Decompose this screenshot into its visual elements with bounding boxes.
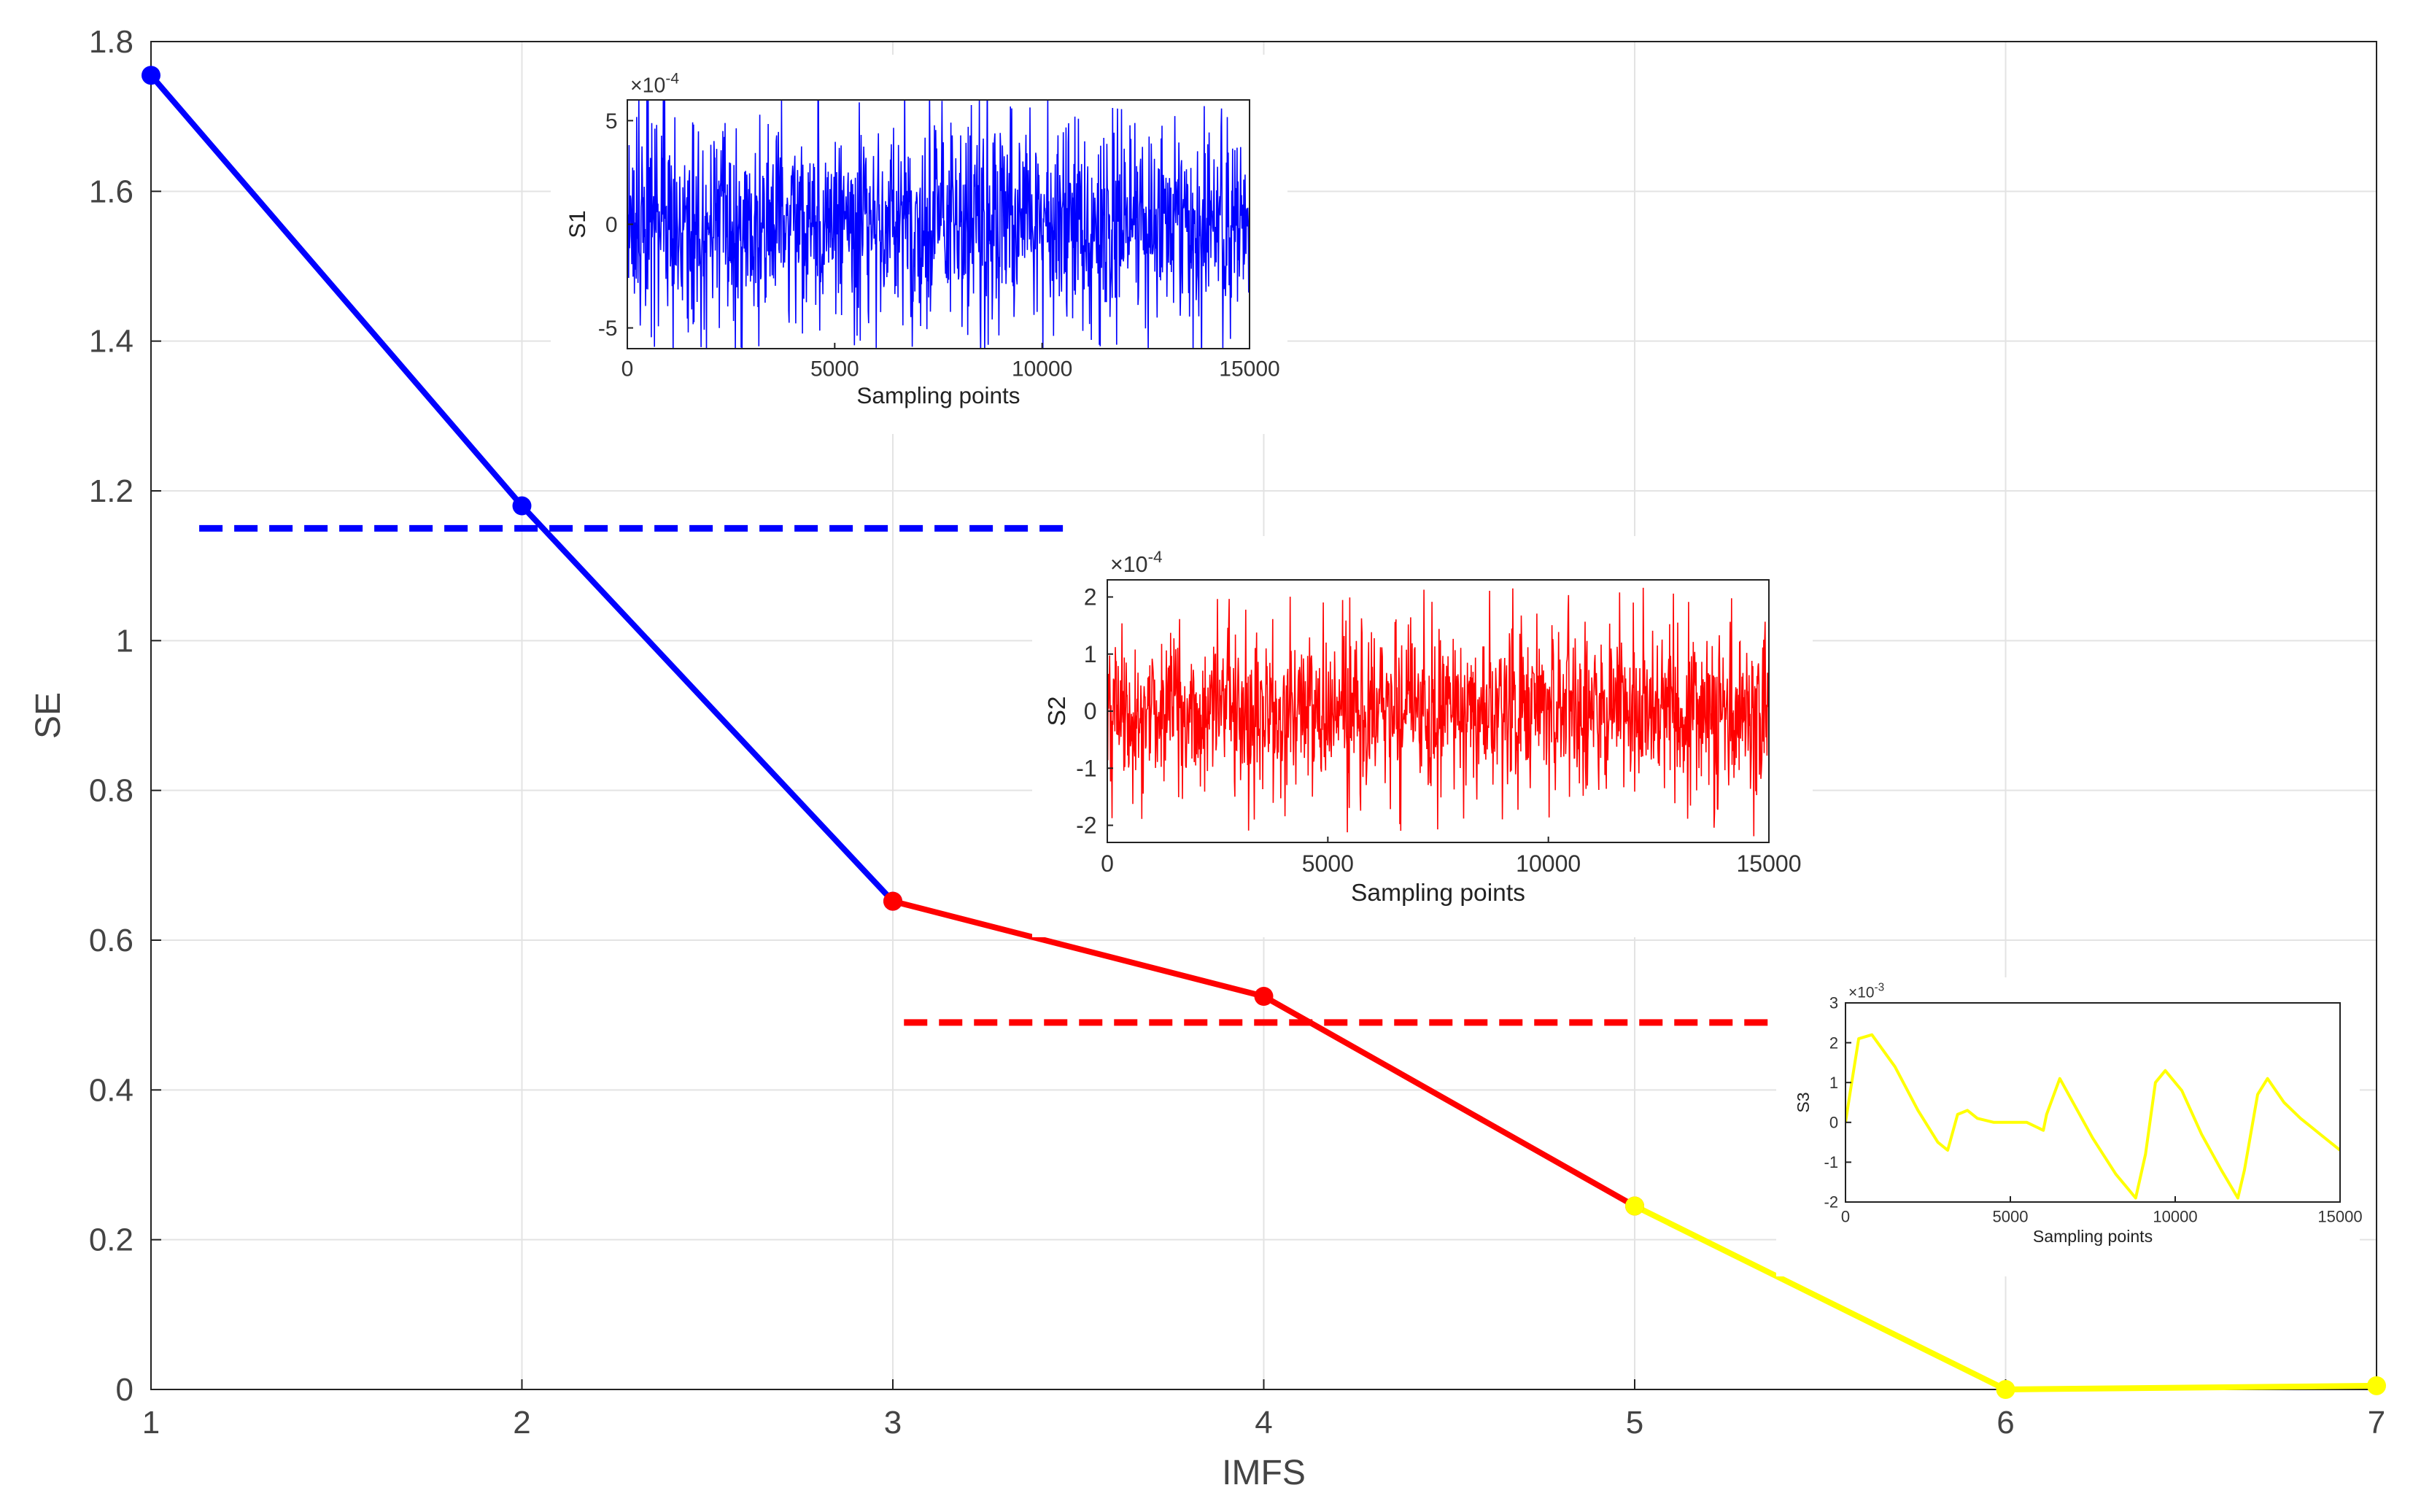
x-tick-label: 4 <box>1255 1405 1272 1441</box>
x-tick-label: 5 <box>1626 1405 1643 1441</box>
x-tick-label: 1 <box>142 1405 160 1441</box>
inset-y-axis-label: S3 <box>1794 1092 1813 1112</box>
x-tick-label: 3 <box>884 1405 902 1441</box>
y-axis-label: SE <box>29 692 68 739</box>
data-point <box>1625 1196 1644 1216</box>
data-point <box>2367 1376 2386 1395</box>
data-point <box>142 66 160 85</box>
inset-background <box>1776 977 2360 1276</box>
inset-y-tick-label: 3 <box>1829 994 1838 1012</box>
data-point <box>1254 987 1274 1006</box>
inset-x-tick-label: 0 <box>621 357 634 381</box>
threshold-lines <box>199 524 1776 1026</box>
main-ticks: 1 2 3 4 5 6 7 0 0.2 0.4 0.6 0.8 1 1.2 1.4 1.6 1.8 <box>89 24 2385 1441</box>
inset-y-tick-label: 2 <box>1084 584 1097 610</box>
y-tick-label: 1.2 <box>89 473 133 509</box>
main-series <box>142 66 2386 1399</box>
y-tick-label: 1.4 <box>89 324 133 360</box>
inset-x-axis-label: Sampling points <box>1351 880 1525 907</box>
inset-y-tick-label: 5 <box>605 109 618 133</box>
inset-x-tick-label: 15000 <box>1219 357 1279 381</box>
inset-x-tick-label: 5000 <box>810 357 859 381</box>
inset-y-tick-label: 1 <box>1084 641 1097 667</box>
inset-x-axis-label: Sampling points <box>2033 1227 2153 1246</box>
inset-y-tick-label: 1 <box>1829 1074 1838 1092</box>
inset-y-tick-label: 0 <box>605 213 618 237</box>
inset-y-axis-label: S2 <box>1044 696 1071 726</box>
inset-x-tick-label: 5000 <box>1302 850 1354 877</box>
inset-y-tick-label: -2 <box>1076 813 1096 839</box>
inset-y-tick-label: 0 <box>1084 698 1097 724</box>
y-tick-label: 0.4 <box>89 1072 133 1108</box>
inset-y-tick-label: -1 <box>1824 1153 1839 1171</box>
inset-x-tick-label: 10000 <box>1516 850 1581 877</box>
y-tick-label: 1.8 <box>89 24 133 60</box>
inset-x-tick-label: 15000 <box>1737 850 1802 877</box>
x-tick-label: 7 <box>2368 1405 2385 1441</box>
inset-x-tick-label: 15000 <box>2317 1208 2362 1226</box>
inset-y-tick-label: -2 <box>1824 1193 1839 1211</box>
inset-y-tick-label: 2 <box>1829 1034 1838 1052</box>
inset-x-tick-label: 0 <box>1101 850 1114 877</box>
inset-signal-line <box>1845 1033 2340 1200</box>
inset-y-axis-label: S1 <box>564 210 590 239</box>
data-point <box>883 891 902 911</box>
inset-frame <box>1845 1002 2341 1203</box>
inset-signal-line <box>627 100 1250 349</box>
inset-y-tick-label: -1 <box>1076 755 1096 781</box>
data-point <box>512 496 532 516</box>
x-tick-label: 6 <box>1996 1405 2014 1441</box>
inset-x-tick-label: 5000 <box>1993 1208 2029 1226</box>
x-axis-label: IMFS <box>1222 1454 1306 1492</box>
y-tick-label: 1.6 <box>89 174 133 209</box>
data-point <box>1996 1380 2015 1399</box>
y-tick-label: 0.6 <box>89 923 133 958</box>
x-tick-label: 2 <box>513 1405 530 1441</box>
inset-y-tick-label: -5 <box>598 317 618 341</box>
inset-signal-line <box>1107 587 1769 837</box>
y-tick-label: 0.2 <box>89 1222 133 1258</box>
inset-x-axis-label: Sampling points <box>856 382 1020 408</box>
y-tick-label: 0.8 <box>89 773 133 809</box>
inset-x-tick-label: 10000 <box>1012 357 1072 381</box>
y-tick-label: 1 <box>116 623 133 659</box>
y-tick-label: 0 <box>116 1372 133 1408</box>
inset-y-tick-label: 0 <box>1829 1114 1838 1132</box>
inset-x-tick-label: 10000 <box>2153 1208 2197 1226</box>
inset-x-tick-label: 0 <box>1841 1208 1850 1226</box>
